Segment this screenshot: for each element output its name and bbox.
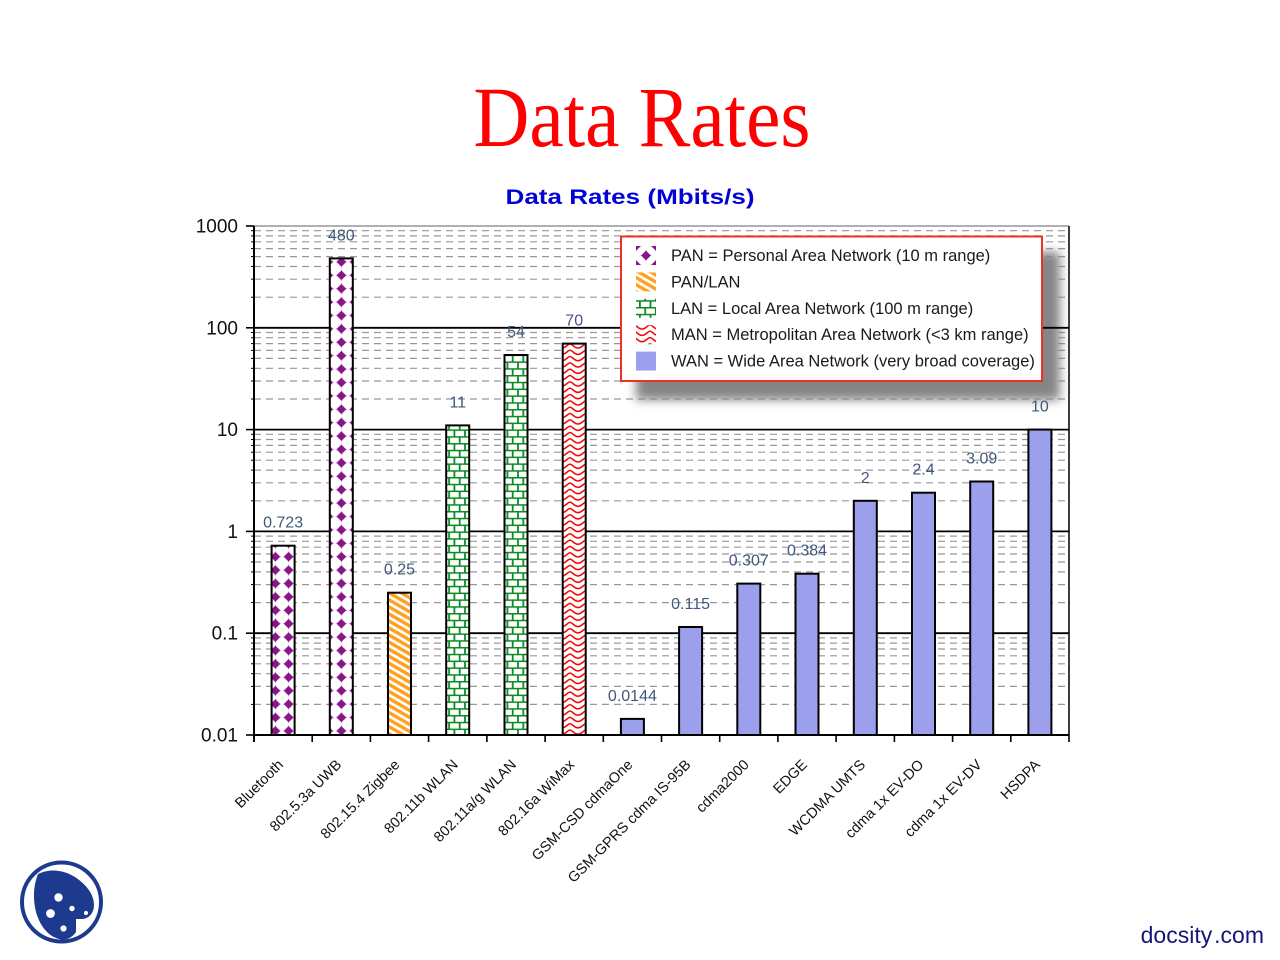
svg-text:2: 2 [861, 470, 870, 487]
svg-text:10: 10 [217, 420, 238, 441]
svg-text:0.01: 0.01 [201, 726, 238, 747]
svg-text:100: 100 [206, 318, 238, 339]
svg-text:Bluetooth: Bluetooth [232, 757, 287, 812]
svg-text:PAN/LAN: PAN/LAN [671, 273, 740, 291]
svg-text:HSDPA: HSDPA [998, 757, 1044, 803]
svg-text:0.115: 0.115 [671, 596, 710, 613]
svg-text:0.384: 0.384 [787, 543, 827, 560]
svg-text:cdma2000: cdma2000 [693, 757, 752, 816]
svg-text:WAN = Wide Area Network (very: WAN = Wide Area Network (very broad cove… [671, 353, 1035, 371]
svg-text:0.307: 0.307 [729, 553, 769, 570]
svg-text:GSM-GPRS cdma IS-95B: GSM-GPRS cdma IS-95B [565, 757, 694, 886]
svg-text:3.09: 3.09 [966, 451, 997, 468]
svg-text:70: 70 [565, 313, 583, 330]
svg-text:Data Rates: Data Rates [474, 69, 811, 165]
svg-text:54: 54 [507, 324, 525, 341]
svg-text:2.4: 2.4 [912, 462, 934, 479]
svg-text:0.723: 0.723 [263, 515, 303, 532]
svg-text:10: 10 [1031, 399, 1049, 416]
svg-text:1000: 1000 [196, 217, 238, 238]
svg-text:PAN = Personal Area Network (1: PAN = Personal Area Network (10 m range) [671, 247, 990, 265]
svg-text:docsity .com: docsity .com [1141, 922, 1264, 948]
svg-text:Data Rates (Mbits/s): Data Rates (Mbits/s) [506, 186, 755, 209]
svg-text:0.25: 0.25 [384, 562, 415, 579]
svg-text:GSM-CSD cdmaOne: GSM-CSD cdmaOne [529, 757, 636, 864]
svg-text:LAN = Local Area Network (100: LAN = Local Area Network (100 m range) [671, 300, 973, 318]
svg-text:11: 11 [449, 394, 466, 411]
svg-text:MAN = Metropolitan Area Networ: MAN = Metropolitan Area Network (<3 km r… [671, 326, 1029, 344]
svg-text:480: 480 [328, 227, 355, 244]
svg-text:EDGE: EDGE [770, 757, 811, 798]
svg-text:0.0144: 0.0144 [608, 688, 657, 705]
svg-text:0.1: 0.1 [212, 624, 238, 645]
svg-text:1: 1 [227, 522, 238, 543]
